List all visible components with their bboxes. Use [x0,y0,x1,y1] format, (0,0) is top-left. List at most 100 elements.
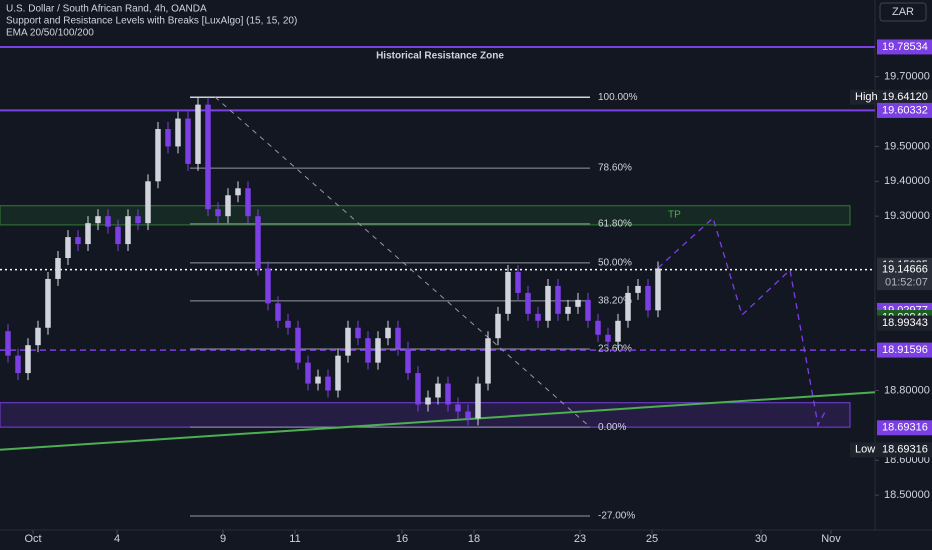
candle-body [55,258,61,279]
price-label: 19.64120 [882,91,928,103]
candle-body [355,327,361,339]
candle-body [545,285,551,321]
candle-body [15,355,21,374]
candle-body [205,104,211,210]
price-label: 18.69316 [882,422,928,434]
candle-body [595,320,601,335]
candle-body [325,376,331,391]
zone [0,205,851,226]
candle-body [635,285,641,293]
candle-body [145,181,151,224]
indicator-name: Support and Resistance Levels with Break… [6,16,297,27]
candle-body [405,348,411,374]
fib-label: 61.80% [598,218,632,229]
candle-body [525,292,531,314]
price-label: 18.99343 [882,317,928,329]
candle-body [25,345,31,374]
y-tick-label: 19.30000 [884,210,930,222]
candle-body [655,268,661,311]
price-label-box [877,442,932,458]
candle-body [125,216,131,245]
candle-body [305,362,311,384]
candle-body [175,118,181,147]
x-tick-label: 30 [755,533,767,545]
candle-body [185,118,191,164]
candle-body [155,129,161,182]
candle-body [475,383,481,419]
candle-body [215,209,221,217]
candle-body [95,216,101,224]
candle-body [415,373,421,405]
candle-body [35,327,41,346]
candle-body [505,271,511,314]
currency[interactable]: ZAR [892,6,914,18]
price-label-box [877,315,932,331]
price-label-box [877,342,932,358]
projection-path [657,216,827,427]
candle-body [625,292,631,321]
price-tag-box [850,89,877,105]
candle-body [335,355,341,391]
x-tick-label: Oct [24,533,41,545]
candle-body [315,376,321,384]
x-tick-label: 9 [220,533,226,545]
x-tick-label: 11 [289,533,300,545]
candle-body [165,129,171,147]
candle-body [105,216,111,227]
candle-body [5,331,11,356]
fib-label: 23.60% [598,344,632,355]
y-tick-label: 18.80000 [884,384,930,396]
candle-body [645,285,651,311]
y-tick-label: 19.50000 [884,140,930,152]
y-tick-label: 19.40000 [884,175,930,187]
zone-label: Historical Resistance Zone [376,51,504,62]
candle-body [275,303,281,321]
price-tag: Low [855,444,875,456]
candle-body [115,226,121,245]
fib-label: 0.00% [598,422,626,433]
x-tick-label: 18 [468,533,480,545]
candle-body [375,338,381,363]
indicator-name: EMA 20/50/100/200 [6,28,94,39]
fib-trend-line [214,96,591,428]
fib-label: 50.00% [598,258,632,269]
currency-box[interactable] [879,2,927,22]
zone [0,402,851,428]
candle-body [45,278,51,328]
x-tick-label: Nov [821,533,841,545]
price-tag-box [850,442,877,458]
trendline [0,391,876,451]
candle-body [365,338,371,363]
candle-body [565,306,571,314]
x-tick-label: 4 [114,533,120,545]
candle-body [265,268,271,304]
candle-body [485,338,491,384]
candle-body [85,223,91,245]
candle-body [605,334,611,342]
candle-body [285,320,291,328]
candle-body [535,313,541,321]
candle-body [465,411,471,419]
tp-label: TP [668,210,681,221]
candle-body [235,188,241,196]
candle-body [225,195,231,217]
chart-title: U.S. Dollar / South African Rand, 4h, OA… [6,4,207,15]
candle-body [395,327,401,349]
price-label: 19.60332 [882,104,928,116]
price-tag: High [855,91,878,103]
candle-body [345,327,351,356]
y-tick-label: 18.50000 [884,489,930,501]
price-label: 19.78534 [882,41,928,53]
candle-body [425,397,431,405]
price-label-box [877,262,932,291]
candle-body [445,383,451,405]
price-label: 18.91596 [882,344,928,356]
candle-body [245,188,251,217]
candle-body [435,383,441,398]
candle-body [385,327,391,339]
x-tick-label: 23 [574,533,586,545]
y-tick-label: 19.70000 [884,71,930,83]
candle-body [195,104,201,164]
price-label: 18.69316 [882,444,928,456]
